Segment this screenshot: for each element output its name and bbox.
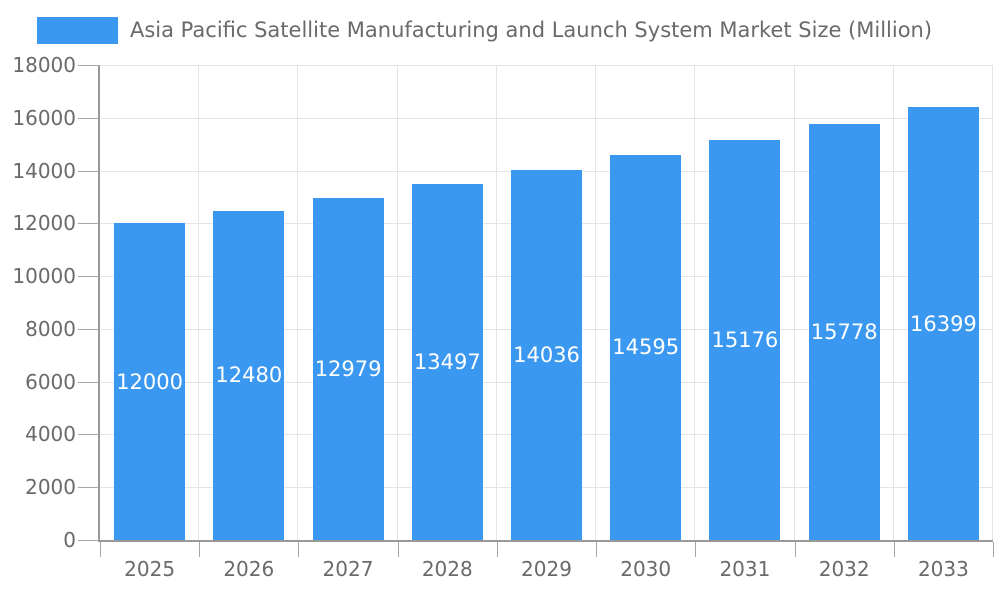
x-axis-tick-label: 2032: [818, 557, 870, 581]
x-axis-tick-label: 2026: [223, 557, 275, 581]
y-axis-tick-label: 0: [63, 528, 76, 552]
gridline-horizontal: [100, 117, 993, 119]
y-axis-tick-label: 8000: [25, 316, 76, 341]
x-axis-line: [98, 540, 993, 542]
chart-title: Asia Pacific Satellite Manufacturing and…: [130, 18, 933, 42]
bar-value-label: 12000: [116, 369, 183, 394]
y-axis-tick: [78, 540, 99, 541]
bar-value-label: 12480: [215, 363, 283, 388]
x-axis-tick-label: 2029: [521, 557, 572, 581]
bar: [213, 210, 285, 540]
x-axis-tick: [993, 542, 994, 557]
bar: [709, 139, 781, 540]
gridline-vertical: [992, 65, 993, 540]
y-axis-tick: [78, 65, 99, 66]
y-axis-tick: [78, 381, 99, 383]
bar-value-label: 14595: [612, 335, 680, 360]
y-axis-tick-label: 4000: [25, 422, 76, 447]
x-axis-tick: [199, 542, 201, 557]
x-axis-tick: [794, 542, 796, 557]
y-axis-tick-label: 10000: [12, 264, 76, 289]
y-axis-tick: [78, 117, 99, 119]
x-axis-tick-label: 2033: [917, 557, 969, 581]
legend: Asia Pacific Satellite Manufacturing and…: [37, 17, 932, 44]
bar: [511, 169, 582, 540]
bar-value-label: 16399: [909, 311, 977, 336]
x-axis-tick-label: 2031: [719, 557, 771, 581]
y-axis-tick: [78, 487, 99, 489]
y-axis-tick: [78, 434, 99, 436]
gridline-vertical: [396, 65, 398, 540]
plot-area: 12000 12480 12979 13497 14036 14595 15176 15778…: [100, 65, 993, 540]
bar-value-label: 13497: [413, 349, 481, 374]
y-axis-tick: [78, 170, 99, 172]
x-axis-tick: [496, 542, 498, 557]
gridline-vertical: [892, 65, 894, 540]
bar: [312, 197, 384, 540]
gridline-vertical: [793, 65, 795, 540]
bar-value-label: 14036: [513, 342, 580, 367]
bar: [808, 123, 880, 540]
y-axis-tick: [78, 328, 99, 330]
x-axis-tick: [596, 542, 598, 557]
y-axis-tick-label: 12000: [12, 211, 76, 236]
y-axis-tick-label: 2000: [25, 475, 76, 500]
x-axis-tick: [298, 542, 300, 557]
x-axis-tick: [397, 542, 399, 557]
y-axis-tick-label: 6000: [25, 369, 76, 394]
bar: [907, 107, 979, 540]
bar: [610, 154, 682, 540]
gridline-vertical: [198, 65, 200, 540]
y-axis-tick: [78, 276, 99, 278]
x-axis-tick: [893, 542, 895, 557]
x-axis-tick-label: 2028: [421, 557, 473, 581]
gridline-horizontal: [100, 65, 993, 66]
x-axis-tick-label: 2025: [124, 557, 176, 581]
gridline-vertical: [694, 65, 696, 540]
gridline-vertical: [297, 65, 299, 540]
x-axis-tick: [100, 542, 101, 557]
bar: [411, 183, 483, 540]
gridline-vertical: [495, 65, 497, 540]
bar-value-label: 15778: [810, 319, 878, 344]
y-axis-line: [98, 65, 100, 540]
x-axis-tick: [695, 542, 697, 557]
legend-swatch: [37, 17, 118, 44]
x-axis-tick-label: 2027: [322, 557, 374, 581]
x-axis-tick-label: 2030: [620, 557, 672, 581]
y-axis-tick-label: 14000: [12, 158, 76, 183]
bar-value-label: 15176: [711, 327, 779, 352]
y-axis-tick-label: 16000: [12, 105, 76, 130]
bar-value-label: 12979: [314, 356, 382, 381]
gridline-vertical: [595, 65, 597, 540]
bar: [114, 223, 186, 540]
y-axis-tick-label: 18000: [12, 53, 76, 77]
y-axis-tick: [78, 223, 99, 225]
